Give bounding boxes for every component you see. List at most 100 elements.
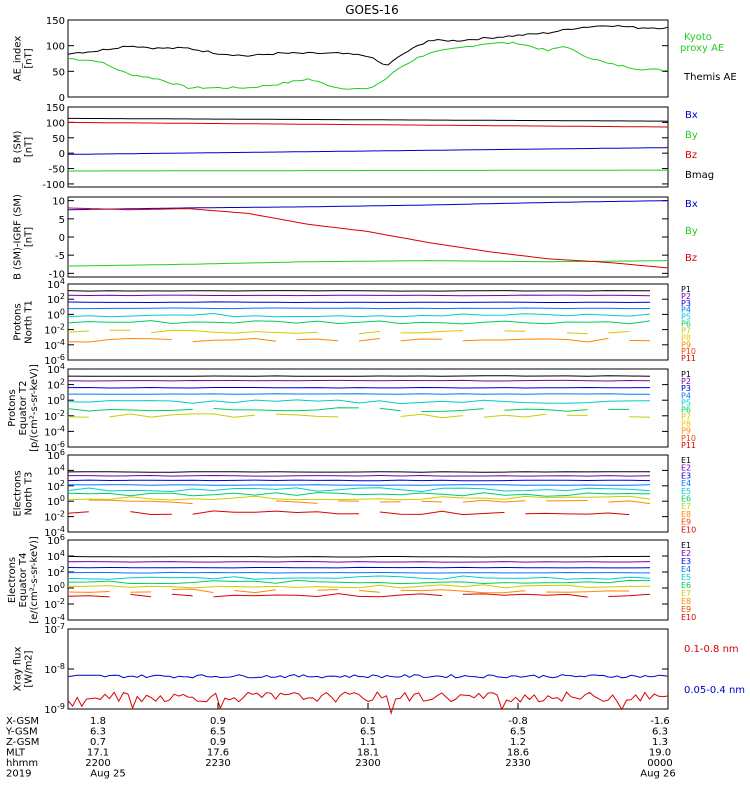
y-tick-label: 10-4 [44, 338, 65, 352]
legend-b-bx: Bx [685, 110, 698, 121]
x-row-value: 0.9 [210, 716, 226, 727]
legend-db-by: By [685, 226, 698, 237]
flux-channel-line [525, 512, 630, 516]
flux-channel-line [67, 375, 651, 377]
legend-e7: E7 [681, 502, 691, 511]
x-row-value: 18.6 [507, 748, 529, 759]
legend-p3: P3 [681, 299, 691, 308]
y-tick-label: 10-2 [44, 597, 65, 611]
y-tick-label: -10 [49, 269, 65, 280]
y-tick-label: -5 [55, 251, 65, 262]
panel-8: 10-7 10-8 10-9 Xray flux [W/m2] [13, 622, 669, 716]
series-xray [67, 691, 669, 715]
flux-channel-line [67, 294, 651, 297]
y-axis-label: [nT] [24, 227, 35, 247]
x-row-value: 0000 [647, 758, 672, 769]
legend-p6: P6 [681, 405, 691, 414]
x-row-label: X-GSM [6, 716, 39, 727]
flux-channel-line [88, 499, 193, 505]
y-tick-label: 5 [59, 215, 65, 226]
flux-channel-line [67, 584, 651, 589]
y-axis-label: Electrons [13, 470, 24, 516]
y-tick-label: 100 [47, 393, 65, 407]
legend-db-bz: Bz [685, 253, 697, 264]
legend-p4: P4 [681, 391, 691, 400]
flux-channel-line [67, 290, 651, 292]
x-axis-table: X-GSM 1.8 0.9 0.1 -0.8 -1.6 Y-GSM 6.3 6.5 6.5 6.5 6… [5, 703, 676, 780]
panel-frame [67, 368, 669, 448]
y-tick-label: 10-4 [44, 525, 65, 539]
flux-channel-line [400, 413, 463, 419]
flux-channel-line [317, 588, 339, 591]
flux-channel-line [67, 301, 651, 304]
legend-p7: P7 [681, 326, 691, 335]
x-row-value: -0.8 [508, 716, 528, 727]
x-row-value: 6.3 [90, 727, 106, 738]
legend-p5: P5 [681, 398, 691, 407]
legend-b-bz: Bz [685, 150, 697, 161]
legend-e4: E4 [681, 479, 691, 488]
legend-e6: E6 [681, 581, 691, 590]
flux-channel-line [67, 595, 110, 598]
x-row-value: 2300 [355, 758, 380, 769]
flux-channel-line [151, 329, 318, 334]
flux-channel-line [400, 589, 526, 594]
series-bx [68, 200, 669, 211]
flux-channel-line [275, 500, 318, 504]
flux-channel-line [67, 479, 651, 482]
flux-channel-line [67, 471, 650, 473]
y-axis-label: Electrons [7, 557, 18, 603]
y-tick-label: 102 [47, 479, 65, 493]
flux-channel-line [358, 590, 380, 593]
y-tick-label: 10-2 [44, 323, 65, 337]
legend-e4: E4 [681, 565, 691, 574]
y-axis-label: AE_index [13, 36, 24, 82]
flux-channel-line [462, 593, 588, 598]
flux-channel-line [67, 416, 89, 418]
legend-p1: P1 [681, 285, 691, 294]
series-bz [68, 121, 668, 128]
legend-p8: P8 [681, 420, 691, 429]
flux-channel-line [130, 593, 152, 598]
y-tick-label: 10-9 [44, 702, 65, 716]
x-row-value: 6.5 [510, 727, 526, 738]
x-row-value: 19.0 [649, 748, 671, 759]
flux-channel-line [68, 307, 651, 310]
flux-channel-line [67, 566, 651, 569]
legend-p5: P5 [681, 313, 691, 322]
legend-db-bx: Bx [685, 199, 698, 210]
y-tick-label: 104 [47, 463, 65, 477]
flux-channel-line [358, 338, 380, 342]
y-tick-label: 50 [52, 67, 65, 78]
flux-channel-line [67, 555, 651, 558]
legend-e10: E10 [681, 613, 696, 622]
legend-e2: E2 [681, 464, 691, 473]
y-tick-label: 102 [47, 292, 65, 306]
panel-frame [67, 19, 669, 98]
flux-channel-line [171, 588, 214, 594]
panel-2: -100 -50 0 50 100 150 B (SM) [nT] [13, 103, 669, 191]
legend-xray-long: 0.1-0.8 nm [684, 644, 739, 655]
y-tick-label: 104 [47, 362, 65, 376]
flux-channel-line [67, 495, 651, 501]
flux-channel-line [629, 416, 651, 418]
legend-p2: P2 [681, 292, 691, 301]
y-axis-label: [e/(cm²-s-sr-keV)] [29, 536, 40, 624]
flux-channel-line [109, 413, 256, 418]
legend-p10: P10 [681, 434, 696, 443]
flux-channel-line [68, 474, 651, 477]
y-axis-label: [nT] [24, 48, 35, 68]
x-row-value: Aug 25 [90, 769, 125, 780]
x-row-label: 2019 [6, 769, 31, 780]
x-row-value: 17.1 [87, 748, 109, 759]
flux-channel-line [67, 571, 651, 574]
series-by [67, 260, 669, 267]
legend-proxy-ae: proxy AE [680, 43, 724, 54]
x-row-value: 6.3 [652, 727, 668, 738]
y-tick-label: 10-8 [44, 662, 65, 676]
y-tick-label: 102 [47, 565, 65, 579]
series-bx [67, 147, 669, 155]
y-tick-label: 100 [46, 42, 65, 53]
